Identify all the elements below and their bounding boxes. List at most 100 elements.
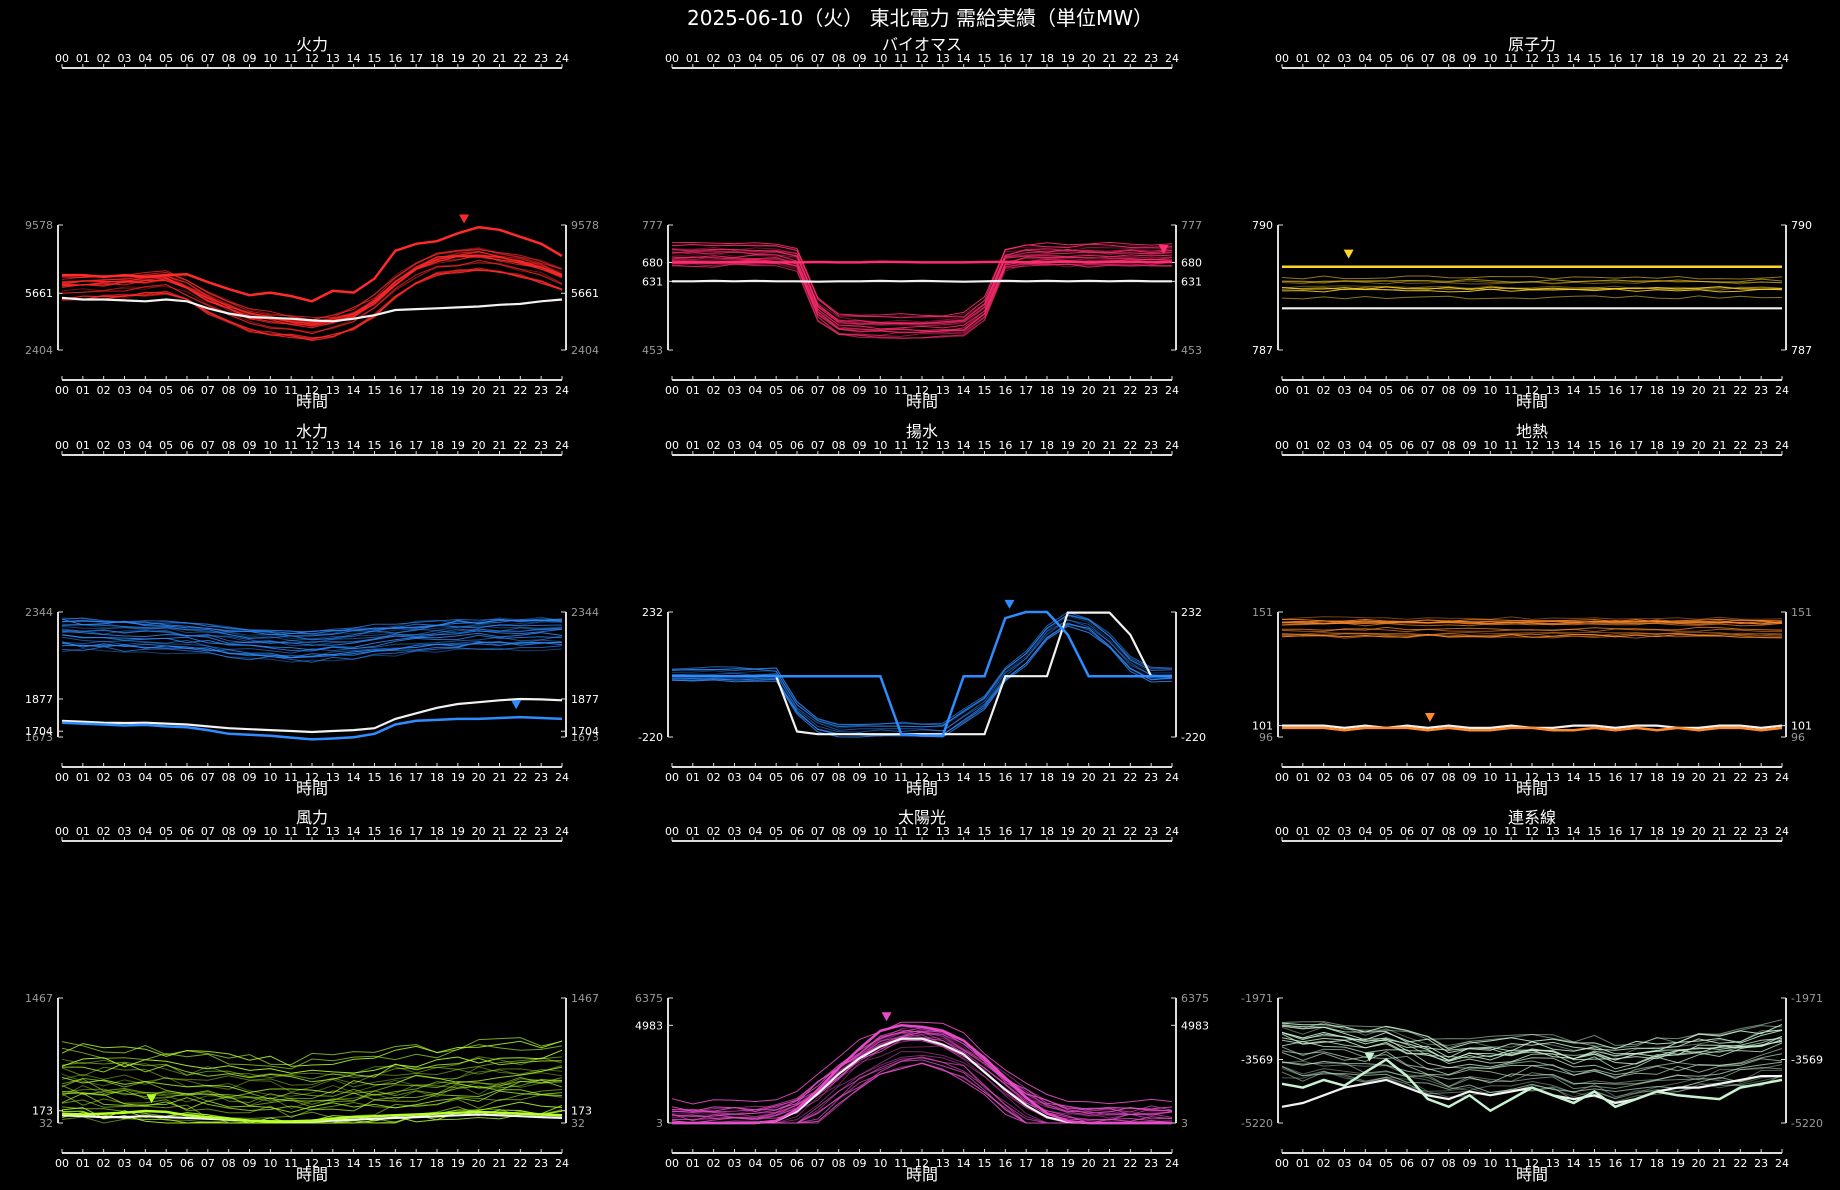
hour-tick-label: 10 — [1483, 384, 1497, 397]
hour-tick-label: 11 — [1504, 439, 1518, 452]
y-tick-label: -1971 — [1241, 992, 1273, 1005]
peak-marker-icon — [1004, 599, 1015, 609]
x-axis-label: 時間 — [1516, 1165, 1548, 1184]
series-line — [61, 635, 563, 654]
hour-tick-label: 05 — [769, 771, 783, 784]
hour-tick-label: 08 — [832, 825, 846, 838]
y-tick-label: 9578 — [571, 219, 599, 232]
x-axis-label: 時間 — [906, 392, 938, 411]
series-line — [61, 249, 563, 321]
hour-tick-label: 15 — [1588, 1157, 1602, 1170]
series-line — [1281, 622, 1783, 627]
hour-tick-label: 16 — [388, 384, 402, 397]
hour-tick-label: 15 — [1588, 52, 1602, 65]
hour-tick-label: 13 — [936, 1157, 950, 1170]
series-line — [671, 258, 1173, 333]
hour-tick-label: 01 — [686, 771, 700, 784]
hour-tick-label: 00 — [665, 1157, 679, 1170]
x-axis-label: 時間 — [296, 779, 328, 798]
hour-tick-label: 01 — [1296, 771, 1310, 784]
series-line — [671, 619, 1173, 733]
y-tick-label: 787 — [1791, 344, 1812, 357]
hour-tick-label: 09 — [853, 384, 867, 397]
hour-tick-label: 03 — [1338, 439, 1352, 452]
hour-tick-label: 06 — [1400, 384, 1414, 397]
hour-tick-label: 04 — [1358, 771, 1372, 784]
hour-tick-label: 24 — [1165, 439, 1179, 452]
series-line — [671, 263, 1173, 339]
hour-tick-label: 04 — [1358, 439, 1372, 452]
hour-tick-label: 05 — [769, 439, 783, 452]
hour-tick-label: 13 — [326, 1157, 340, 1170]
hour-tick-label: 22 — [1123, 825, 1137, 838]
hour-tick-label: 24 — [1165, 384, 1179, 397]
y-tick-label: 151 — [1791, 606, 1812, 619]
series-line — [61, 641, 563, 658]
hour-tick-label: 22 — [1123, 384, 1137, 397]
hour-tick-label: 09 — [853, 1157, 867, 1170]
hour-tick-label: 21 — [493, 439, 507, 452]
hour-tick-label: 06 — [790, 439, 804, 452]
peak-marker-icon — [1158, 245, 1169, 255]
x-axis-label: 時間 — [1516, 779, 1548, 798]
series-line — [1281, 616, 1783, 620]
panel-title: 火力 — [296, 35, 328, 54]
hour-tick-label: 13 — [1546, 439, 1560, 452]
hour-tick-label: 14 — [1567, 52, 1581, 65]
hour-tick-label: 09 — [243, 439, 257, 452]
hour-tick-label: 04 — [1358, 1157, 1372, 1170]
hour-tick-label: 17 — [1019, 384, 1033, 397]
hour-tick-label: 09 — [853, 52, 867, 65]
hour-tick-label: 16 — [1608, 771, 1622, 784]
hour-tick-label: 07 — [811, 1157, 825, 1170]
hour-tick-label: 21 — [493, 771, 507, 784]
hour-tick-label: 14 — [957, 771, 971, 784]
series-line — [671, 1029, 1173, 1113]
hour-tick-label: 13 — [936, 384, 950, 397]
hour-tick-label: 00 — [665, 771, 679, 784]
hour-tick-label: 18 — [1040, 771, 1054, 784]
series-line — [61, 248, 563, 319]
hour-tick-label: 20 — [1692, 825, 1706, 838]
series-line — [671, 248, 1173, 325]
hour-tick-label: 07 — [811, 439, 825, 452]
hour-tick-label: 16 — [998, 439, 1012, 452]
hour-tick-label: 02 — [1317, 1157, 1331, 1170]
y-tick-label: -3569 — [1241, 1053, 1273, 1066]
hour-tick-label: 12 — [305, 52, 319, 65]
hour-tick-label: 24 — [555, 52, 569, 65]
x-axis-label: 時間 — [906, 779, 938, 798]
y-tick-label: 1673 — [571, 731, 599, 744]
hour-tick-label: 03 — [1338, 1157, 1352, 1170]
hour-tick-label: 18 — [1650, 52, 1664, 65]
series-line — [671, 1028, 1173, 1116]
y-tick-label: 5661 — [571, 287, 599, 300]
panel-title: 太陽光 — [898, 808, 946, 827]
hour-tick-label: 24 — [1165, 771, 1179, 784]
hour-tick-label: 20 — [472, 825, 486, 838]
hour-tick-label: 22 — [513, 439, 527, 452]
hour-tick-label: 10 — [873, 1157, 887, 1170]
series-line — [61, 1078, 563, 1108]
hour-tick-label: 24 — [555, 439, 569, 452]
y-tick-label: -5220 — [1241, 1117, 1273, 1130]
series-line — [671, 256, 1173, 332]
hour-tick-label: 07 — [201, 825, 215, 838]
hour-tick-label: 00 — [1275, 52, 1289, 65]
hour-tick-label: 10 — [873, 52, 887, 65]
series-line — [61, 254, 563, 327]
series-line — [1281, 1050, 1783, 1076]
series-line — [61, 1076, 563, 1102]
panel-title: 原子力 — [1508, 35, 1556, 54]
hour-tick-label: 13 — [1546, 384, 1560, 397]
hour-tick-label: 12 — [915, 771, 929, 784]
hour-tick-label: 18 — [1650, 439, 1664, 452]
hour-tick-label: 19 — [1671, 52, 1685, 65]
hour-tick-label: 04 — [138, 52, 152, 65]
hour-tick-label: 22 — [1123, 439, 1137, 452]
hour-tick-label: 10 — [263, 384, 277, 397]
peak-marker-icon — [1424, 712, 1435, 722]
hour-tick-label: 08 — [222, 1157, 236, 1170]
hour-tick-label: 20 — [1082, 439, 1096, 452]
hour-tick-label: 17 — [1629, 439, 1643, 452]
